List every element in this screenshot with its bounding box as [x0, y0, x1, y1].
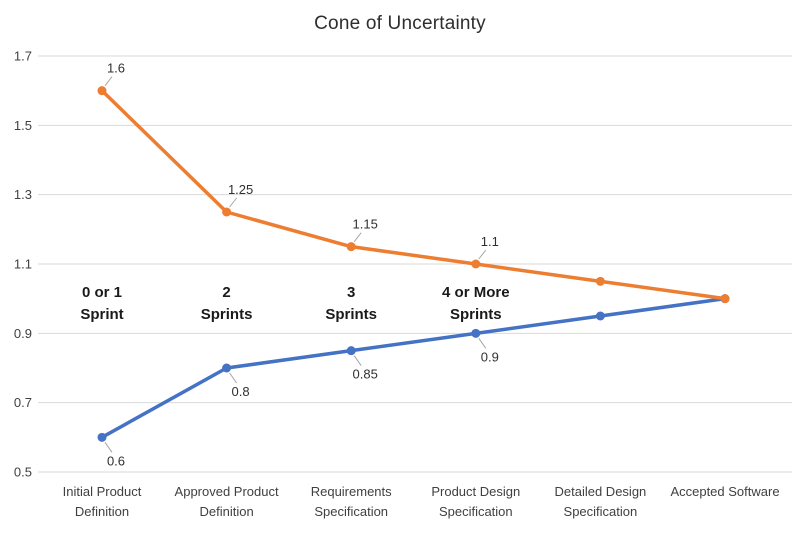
- data-label-leader: [478, 249, 487, 260]
- data-label-leader: [104, 76, 113, 86]
- y-tick-label: 0.9: [14, 326, 32, 341]
- data-label-leader: [229, 197, 237, 208]
- data-label-leader: [229, 372, 238, 384]
- upper-estimate-marker: [222, 207, 232, 217]
- sprint-annotation: 4 or More: [442, 284, 510, 301]
- y-tick-label: 1.1: [14, 257, 32, 272]
- lower-estimate-marker: [595, 311, 605, 321]
- sprint-annotation: Sprints: [201, 306, 253, 323]
- sprint-annotation: Sprints: [450, 306, 502, 323]
- sprint-annotation: 3: [347, 284, 355, 301]
- x-axis-label: Product Design: [431, 484, 520, 499]
- upper-estimate-marker: [346, 242, 356, 252]
- sprint-annotation: 2: [222, 284, 230, 301]
- data-label: 1.25: [228, 182, 253, 197]
- upper-estimate-marker: [720, 294, 730, 304]
- data-label: 0.6: [107, 453, 125, 468]
- data-label: 1.6: [107, 61, 125, 76]
- chart-title: Cone of Uncertainty: [314, 13, 486, 34]
- sprint-annotation: Sprints: [325, 306, 377, 323]
- lower-estimate-marker: [471, 328, 481, 338]
- x-axis-label: Definition: [75, 504, 129, 519]
- x-axis-label: Definition: [199, 504, 253, 519]
- x-axis-label: Accepted Software: [670, 484, 779, 499]
- upper-estimate-line: [100, 88, 727, 301]
- data-label-leader: [353, 355, 362, 366]
- data-label-leader: [104, 442, 113, 453]
- upper-estimate-marker: [595, 276, 605, 286]
- sprint-annotation: 0 or 1: [82, 284, 122, 301]
- y-tick-label: 0.7: [14, 395, 32, 410]
- x-axis-label: Approved Product: [175, 484, 279, 499]
- x-axis-label: Specification: [564, 504, 638, 519]
- lower-estimate-marker: [346, 346, 356, 356]
- lower-estimate-line: [100, 296, 727, 440]
- y-tick-label: 1.7: [14, 49, 32, 64]
- data-label: 1.15: [353, 217, 378, 232]
- data-label: 0.8: [232, 384, 250, 399]
- data-label: 1.1: [481, 234, 499, 249]
- x-axis-label: Specification: [439, 504, 513, 519]
- upper-estimate-marker: [471, 259, 481, 269]
- lower-estimate-marker: [97, 432, 107, 442]
- y-tick-label: 1.3: [14, 187, 32, 202]
- sprint-annotation: Sprint: [80, 306, 123, 323]
- upper-estimate-marker: [97, 86, 107, 96]
- y-tick-label: 1.5: [14, 118, 32, 133]
- data-label-leader: [478, 338, 487, 349]
- x-axis-label: Initial Product: [63, 484, 142, 499]
- x-axis-label: Requirements: [311, 484, 392, 499]
- data-label: 0.9: [481, 349, 499, 364]
- data-label-leader: [353, 232, 362, 242]
- lower-estimate-marker: [222, 363, 232, 373]
- data-label: 0.85: [353, 367, 378, 382]
- y-tick-label: 0.5: [14, 465, 32, 480]
- x-axis-label: Specification: [314, 504, 388, 519]
- x-axis-label: Detailed Design: [555, 484, 647, 499]
